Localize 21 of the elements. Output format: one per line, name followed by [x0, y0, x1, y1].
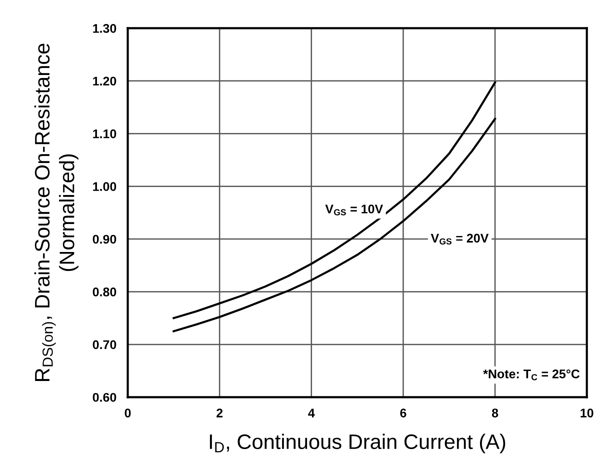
y-tick-label: 1.20 — [93, 76, 116, 86]
y-tick-label: 0.70 — [92, 340, 116, 350]
x-tick-label: 6 — [400, 408, 406, 418]
annotation: V$_{GS}$ = 10V — [325, 204, 383, 216]
y-tick-label: 0.60 — [92, 392, 116, 402]
x-tick-label: 0 — [124, 408, 131, 418]
x-tick-label: 2 — [216, 408, 223, 418]
x-tick-label: 4 — [308, 408, 315, 418]
annotation: V$_{GS}$ = 20V — [430, 234, 489, 245]
x-axis-title: I$_{D}$, Continuous Drain Current (A) — [210, 434, 506, 454]
y-tick-label: 1.10 — [93, 129, 116, 138]
annotation: *Note: T$_{C}$ = 25°C — [483, 369, 580, 380]
y-axis-title: R$_{DS(on)}$, Drain-Source On-Resistance (Normalized) — [34, 44, 78, 381]
y-tick-label: 0.90 — [92, 234, 116, 244]
line-series — [172, 118, 496, 332]
line-series — [172, 81, 496, 320]
y-tick-label: 0.80 — [92, 288, 116, 296]
x-tick-label: 10 — [580, 408, 594, 418]
y-tick-label: 1.00 — [93, 182, 116, 191]
x-tick-label: 8 — [492, 408, 498, 418]
y-tick-label: 1.30 — [93, 24, 116, 33]
